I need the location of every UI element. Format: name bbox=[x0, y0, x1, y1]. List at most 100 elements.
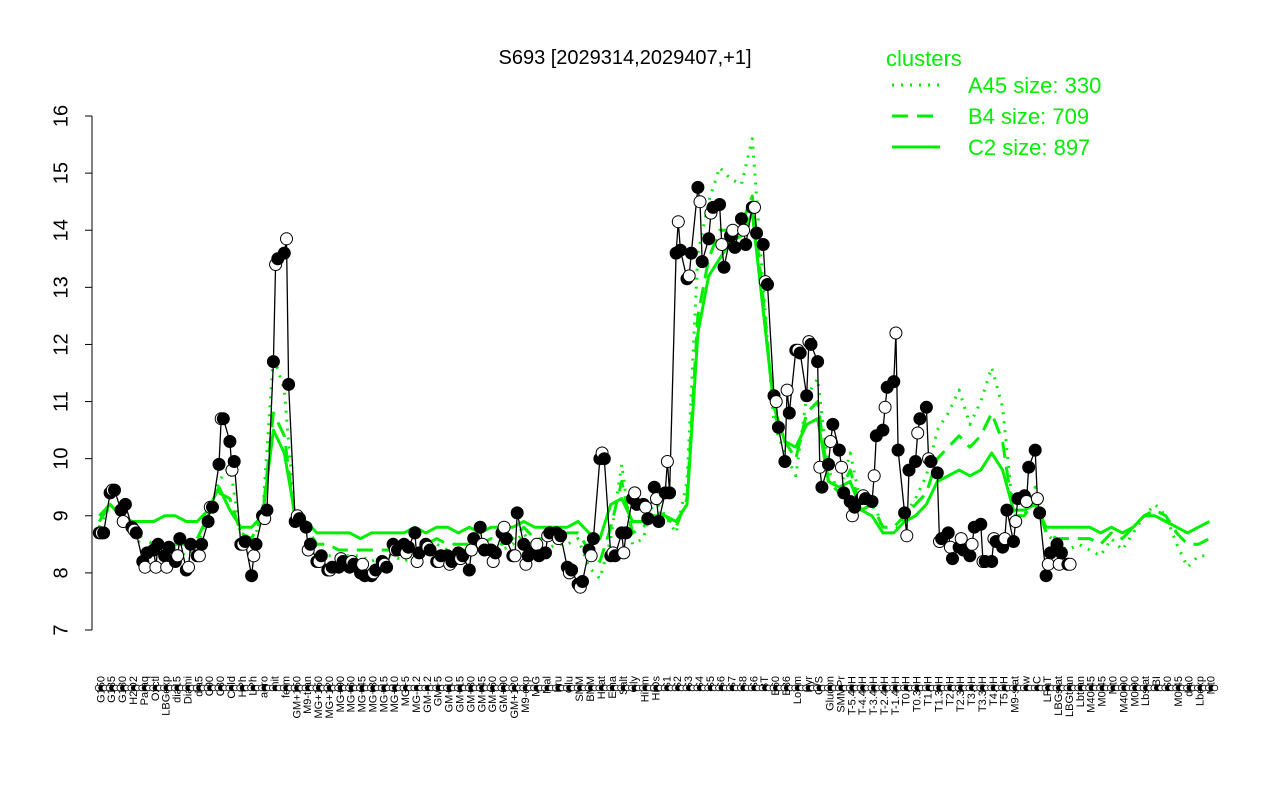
observed-point bbox=[1009, 515, 1023, 528]
observed-point bbox=[702, 232, 716, 246]
legend-title: clusters bbox=[886, 46, 962, 71]
x-tick-label: M0t45 bbox=[1097, 676, 1109, 707]
observed-point bbox=[212, 457, 226, 471]
observed-point bbox=[108, 483, 121, 497]
observed-point bbox=[488, 546, 502, 560]
observed-point bbox=[216, 412, 230, 426]
observed-point bbox=[737, 223, 751, 237]
observed-point bbox=[639, 500, 653, 514]
observed-point bbox=[769, 395, 783, 409]
chart-title: S693 [2029314,2029407,+1] bbox=[498, 47, 751, 69]
observed-point bbox=[247, 549, 261, 563]
observed-point bbox=[913, 412, 927, 426]
observed-point bbox=[837, 486, 851, 500]
observed-point bbox=[898, 506, 912, 520]
legend-entry: B4 size: 709 bbox=[968, 104, 1089, 129]
legend: clusters A45 size: 330 B4 size: 709 C2 siz… bbox=[886, 46, 1101, 160]
observed-point bbox=[617, 546, 631, 560]
observed-point bbox=[693, 195, 707, 209]
observed-point bbox=[138, 560, 152, 574]
observed-point bbox=[576, 575, 589, 588]
x-tick-label: Glucon bbox=[825, 676, 837, 711]
observed-point bbox=[408, 526, 422, 540]
observed-point bbox=[249, 537, 263, 551]
observed-point bbox=[848, 500, 862, 514]
observed-point bbox=[713, 198, 727, 211]
observed-point bbox=[963, 549, 977, 563]
observed-point bbox=[930, 466, 944, 480]
observed-point bbox=[151, 537, 165, 551]
observed-point bbox=[586, 532, 600, 546]
observed-point bbox=[565, 563, 579, 577]
cluster-series-line bbox=[98, 211, 1211, 541]
y-tick-label: 7 bbox=[50, 624, 72, 635]
observed-point bbox=[260, 503, 274, 517]
observed-point bbox=[867, 469, 881, 483]
observed-point bbox=[293, 512, 306, 526]
observed-point bbox=[715, 238, 729, 251]
observed-point bbox=[619, 526, 633, 540]
observed-point bbox=[597, 452, 611, 466]
observed-point bbox=[900, 529, 914, 543]
observed-point bbox=[149, 560, 163, 574]
y-axis: 7 8 9 10 11 12 13 14 15 16 bbox=[50, 105, 93, 636]
observed-point bbox=[245, 569, 259, 583]
observed-point bbox=[761, 278, 774, 291]
observed-point bbox=[282, 377, 296, 391]
observed-point bbox=[726, 223, 740, 237]
observed-point bbox=[924, 455, 938, 468]
observed-point bbox=[865, 495, 879, 508]
observed-point bbox=[891, 443, 905, 457]
observed-point bbox=[1028, 443, 1042, 457]
observed-point bbox=[647, 480, 661, 494]
y-tick-label: 15 bbox=[50, 162, 72, 184]
observed-point bbox=[887, 375, 901, 389]
observed-point bbox=[195, 537, 209, 551]
observed-point bbox=[691, 180, 705, 194]
y-tick-label: 8 bbox=[50, 567, 72, 578]
observed-profile bbox=[92, 180, 1077, 594]
observed-point bbox=[129, 526, 143, 540]
observed-point bbox=[946, 552, 959, 566]
observed-point bbox=[782, 406, 796, 420]
observed-point bbox=[201, 515, 215, 528]
observed-point bbox=[800, 389, 814, 403]
observed-point bbox=[299, 520, 313, 534]
observed-point bbox=[462, 563, 476, 577]
observed-point bbox=[748, 200, 761, 214]
observed-point bbox=[1063, 557, 1077, 571]
observed-point bbox=[974, 517, 988, 531]
observed-point bbox=[835, 460, 848, 474]
x-rug-marker bbox=[1211, 684, 1219, 692]
observed-point bbox=[902, 463, 916, 477]
observed-point bbox=[182, 560, 195, 574]
observed-point bbox=[539, 546, 552, 560]
observed-point bbox=[380, 560, 394, 574]
y-tick-label: 14 bbox=[50, 219, 72, 241]
observed-point bbox=[97, 526, 111, 540]
observed-point bbox=[941, 526, 955, 540]
observed-point bbox=[1054, 546, 1068, 560]
y-tick-label: 10 bbox=[50, 448, 72, 470]
observed-point bbox=[878, 400, 892, 414]
observed-point bbox=[499, 532, 513, 546]
y-tick-label: 16 bbox=[50, 105, 72, 127]
observed-point bbox=[1033, 506, 1047, 520]
observed-point bbox=[401, 540, 415, 554]
observed-point bbox=[824, 435, 838, 448]
observed-point bbox=[223, 435, 237, 448]
observed-point bbox=[162, 540, 176, 554]
observed-point bbox=[717, 260, 731, 274]
observed-point bbox=[728, 240, 742, 254]
x-tick-label: BI bbox=[1151, 676, 1163, 686]
observed-point bbox=[826, 417, 840, 431]
y-tick-label: 9 bbox=[50, 510, 72, 521]
observed-point bbox=[206, 500, 219, 514]
observed-point bbox=[756, 238, 770, 251]
cluster-series-line bbox=[98, 194, 1211, 563]
observed-point bbox=[473, 520, 487, 534]
observed-point bbox=[628, 486, 642, 500]
x-tick-label: Lbtran bbox=[1075, 676, 1087, 707]
observed-point bbox=[682, 269, 696, 283]
